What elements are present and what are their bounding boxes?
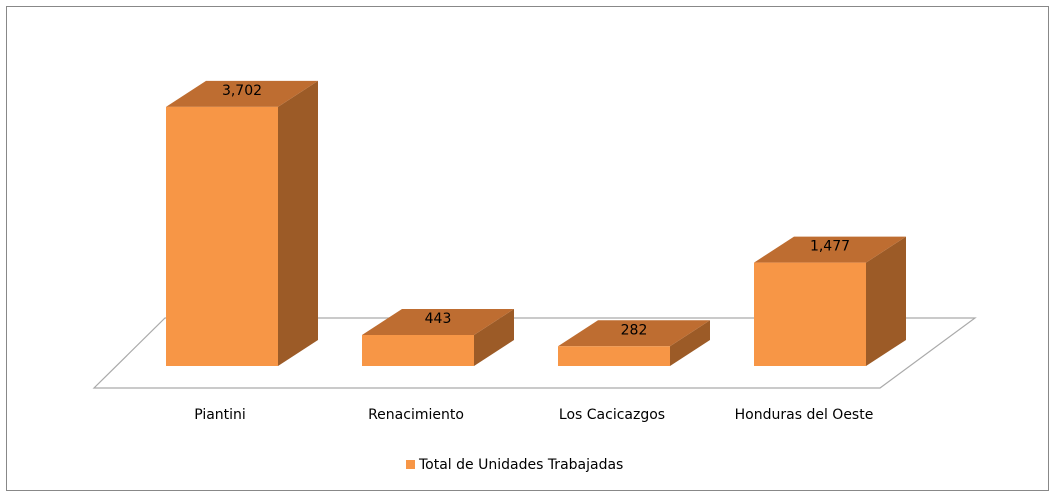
- bar-side: [866, 236, 906, 366]
- data-label: 443: [425, 311, 452, 327]
- bar-side: [670, 320, 710, 366]
- legend-swatch: [406, 460, 415, 469]
- bar-side: [278, 80, 318, 367]
- data-label: 1,477: [810, 239, 850, 255]
- bar: [166, 106, 278, 367]
- x-tick-label: Honduras del Oeste: [735, 407, 874, 423]
- bar: [362, 334, 474, 366]
- bar-top: [558, 320, 710, 347]
- data-label: 3,702: [222, 83, 262, 99]
- bar: [754, 262, 866, 366]
- x-tick-label: Piantini: [194, 407, 246, 423]
- bar-top: [754, 236, 906, 263]
- bar: [558, 346, 670, 366]
- x-tick-label: Los Cacicazgos: [559, 407, 665, 423]
- bar-side: [474, 308, 514, 366]
- bar-top: [166, 80, 318, 107]
- legend-label: Total de Unidades Trabajadas: [418, 457, 623, 473]
- x-tick-label: Renacimiento: [368, 407, 464, 423]
- data-label: 282: [621, 322, 648, 338]
- bar-top: [362, 308, 514, 335]
